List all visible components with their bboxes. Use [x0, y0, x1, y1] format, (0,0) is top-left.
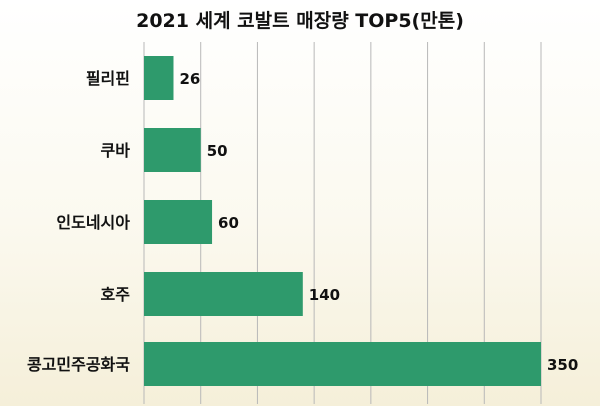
data-label: 140: [309, 286, 340, 304]
data-label: 26: [179, 70, 200, 88]
bars: [144, 56, 541, 386]
bar: [144, 342, 541, 386]
data-label: 50: [207, 142, 228, 160]
category-label: 호주: [101, 285, 131, 304]
labels: 필리핀 26 쿠바 50 인도네시아 60 호주 140 콩고민주공화국 350: [27, 69, 578, 374]
bar: [144, 128, 201, 172]
category-label: 필리핀: [86, 69, 130, 88]
category-label: 인도네시아: [56, 213, 130, 232]
chart-title: 2021 세계 코발트 매장량 TOP5(만톤): [136, 10, 464, 32]
data-label: 350: [547, 356, 578, 374]
bar: [144, 272, 303, 316]
bar: [144, 56, 174, 100]
category-label: 콩고민주공화국: [27, 355, 130, 374]
bar: [144, 200, 213, 244]
category-label: 쿠바: [101, 141, 131, 160]
data-label: 60: [218, 214, 239, 232]
